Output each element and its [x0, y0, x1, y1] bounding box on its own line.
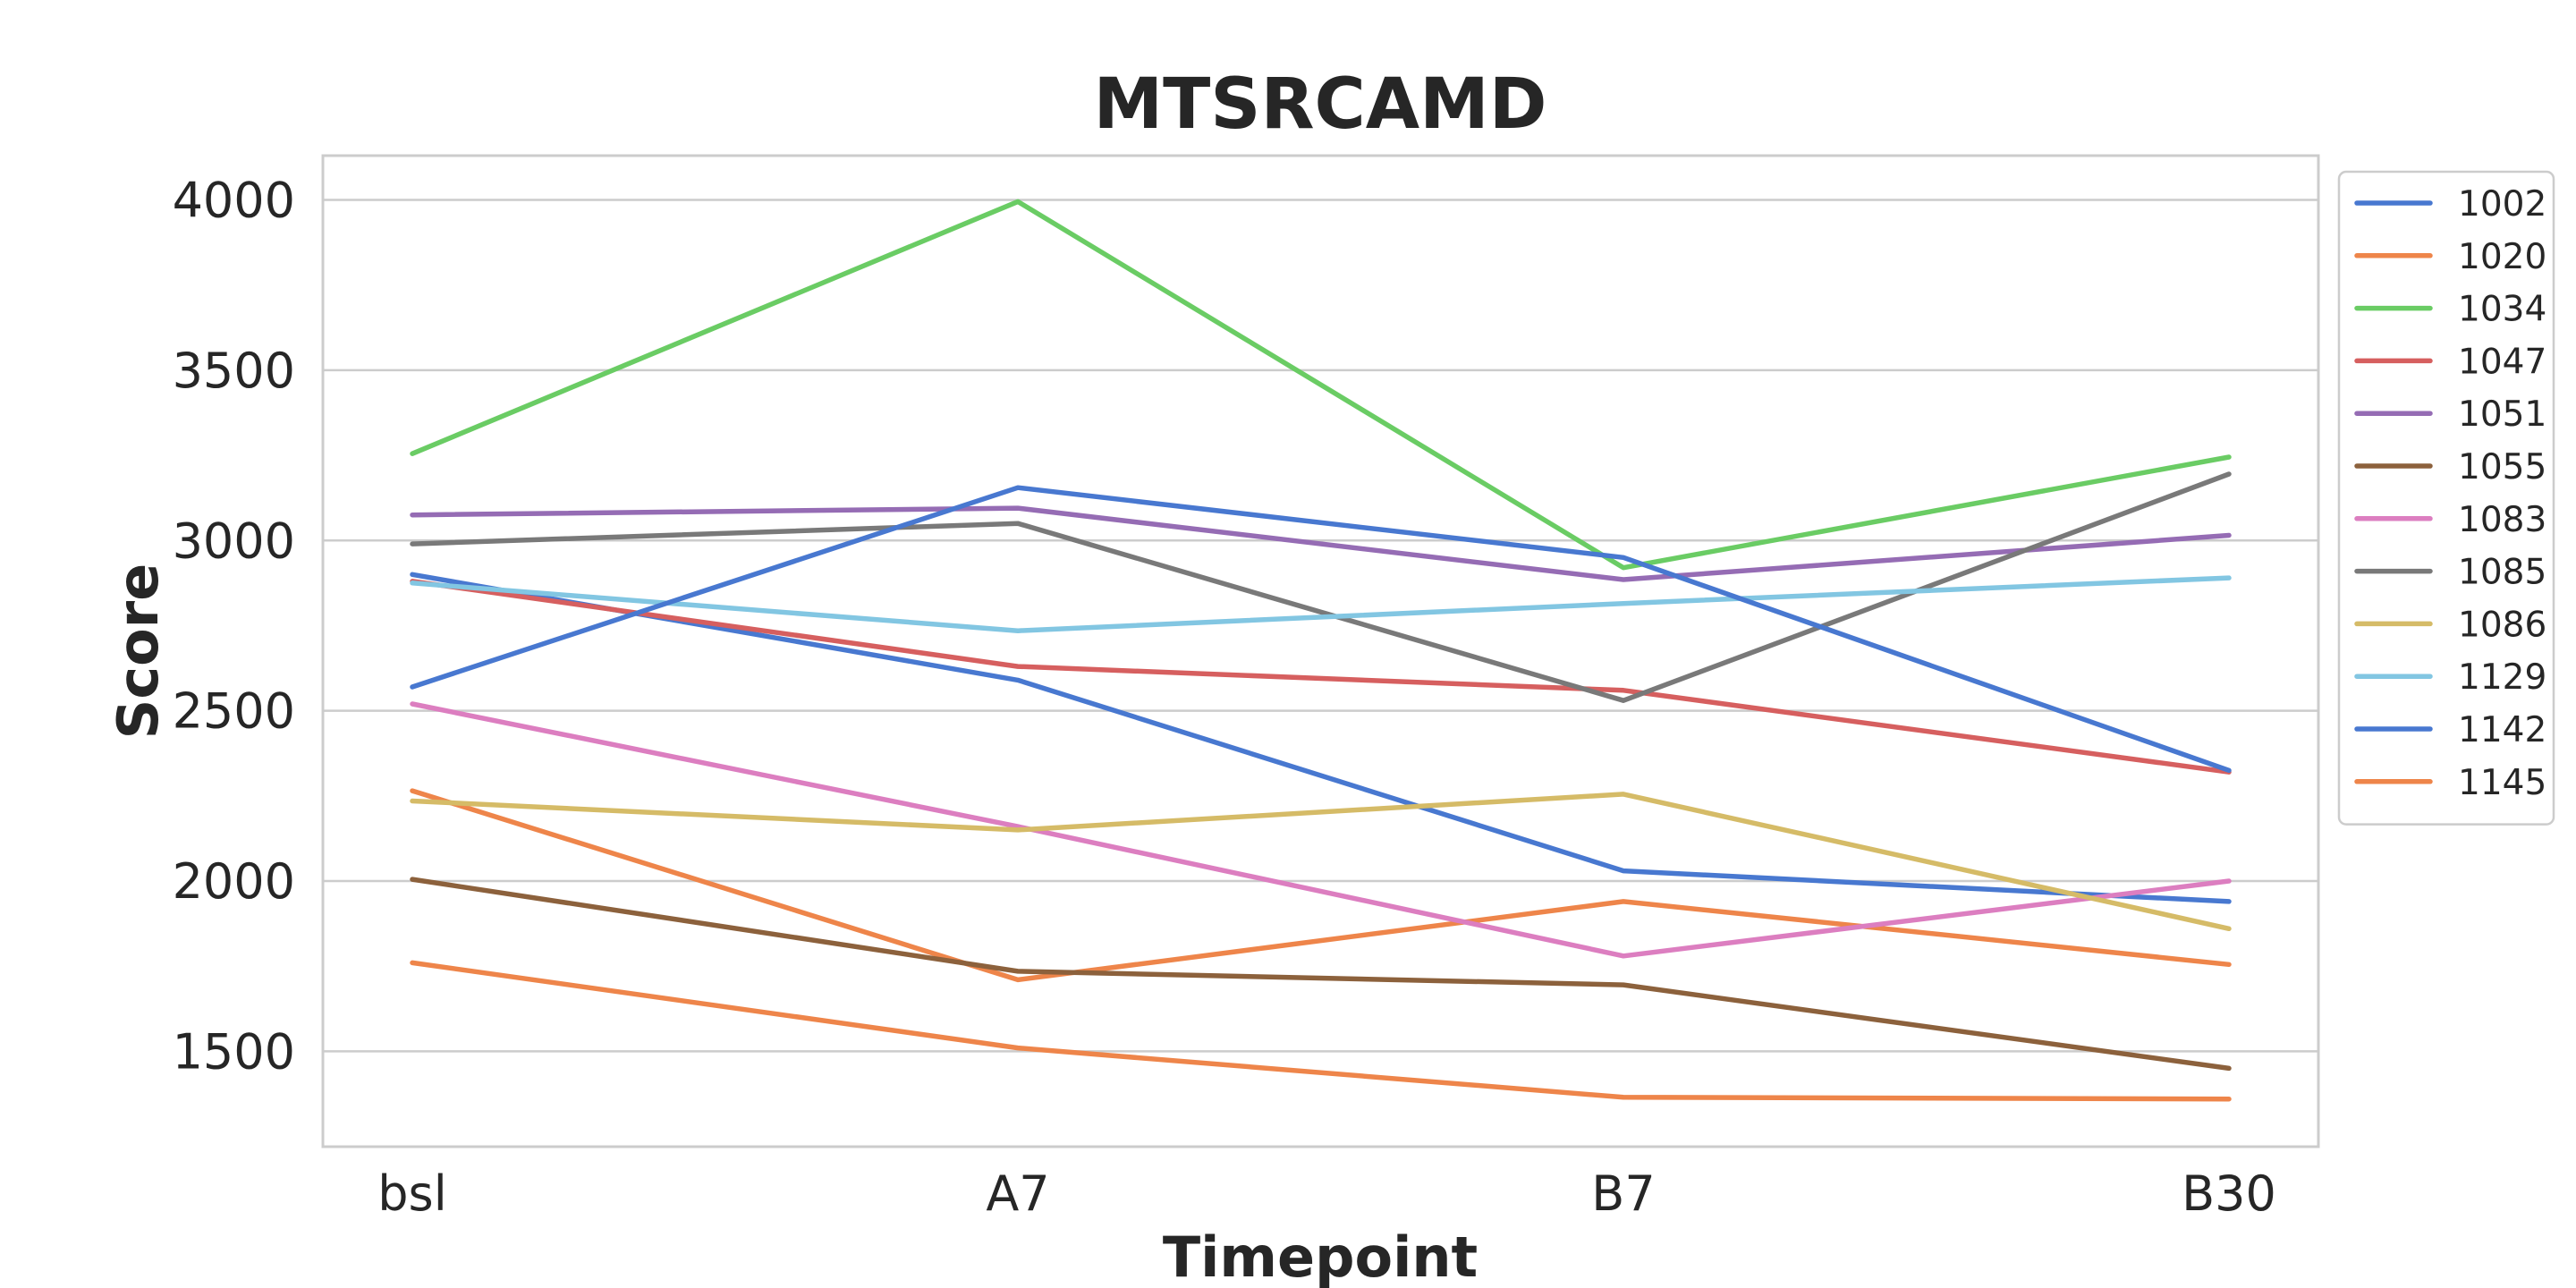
series-line-1086: [410, 792, 2232, 932]
series-line-1085: [410, 471, 2232, 703]
x-tick-bsl: bsl: [377, 1165, 446, 1222]
legend-label-1086: 1086: [2458, 605, 2546, 645]
legend-label-1142: 1142: [2458, 710, 2546, 750]
y-tick-3000: 3000: [173, 513, 295, 569]
y-tick-3500: 3500: [173, 343, 295, 399]
legend: 1002 1020 1034 1047 1051 1055 1083 1085 1086 1129…: [2337, 170, 2555, 826]
legend-label-1002: 1002: [2458, 184, 2546, 225]
x-tick-A7: A7: [986, 1165, 1049, 1222]
series-lines: [410, 199, 2232, 1102]
legend-label-1083: 1083: [2458, 500, 2546, 540]
series-line-1055: [410, 877, 2232, 1072]
x-tick-B30: B30: [2182, 1165, 2276, 1222]
y-tick-labels: 1500 2000 2500 3000 3500 4000: [173, 172, 295, 1080]
series-line-1051: [410, 505, 2232, 582]
series-line-1034: [410, 199, 2232, 571]
series-line-1145: [410, 960, 2232, 1102]
y-tick-1500: 1500: [173, 1023, 295, 1080]
y-tick-4000: 4000: [173, 172, 295, 228]
legend-label-1047: 1047: [2458, 342, 2546, 382]
series-line-1142: [410, 485, 2232, 774]
legend-label-1129: 1129: [2458, 657, 2546, 698]
y-axis-label: Score: [106, 564, 171, 740]
y-tick-2000: 2000: [173, 853, 295, 910]
legend-label-1145: 1145: [2458, 763, 2546, 803]
plot-frame: [321, 154, 2320, 1148]
series-line-1129: [410, 575, 2232, 633]
series-line-1002: [410, 572, 2232, 904]
legend-label-1034: 1034: [2458, 290, 2546, 330]
series-line-1047: [410, 579, 2232, 775]
chart-title: MTSRCAMD: [1093, 64, 1546, 145]
legend-box: [2337, 170, 2555, 826]
legend-label-1051: 1051: [2458, 394, 2546, 435]
gridlines: [323, 199, 2318, 1053]
x-axis-label: Timepoint: [1163, 1224, 1478, 1288]
x-tick-B7: B7: [1591, 1165, 1655, 1222]
legend-label-1020: 1020: [2458, 237, 2546, 277]
series-line-1083: [410, 701, 2232, 959]
x-tick-labels: bsl A7 B7 B30: [377, 1165, 2276, 1222]
y-tick-2500: 2500: [173, 683, 295, 740]
legend-label-1055: 1055: [2458, 447, 2546, 487]
series-line-1020: [410, 788, 2232, 983]
legend-label-1085: 1085: [2458, 553, 2546, 593]
